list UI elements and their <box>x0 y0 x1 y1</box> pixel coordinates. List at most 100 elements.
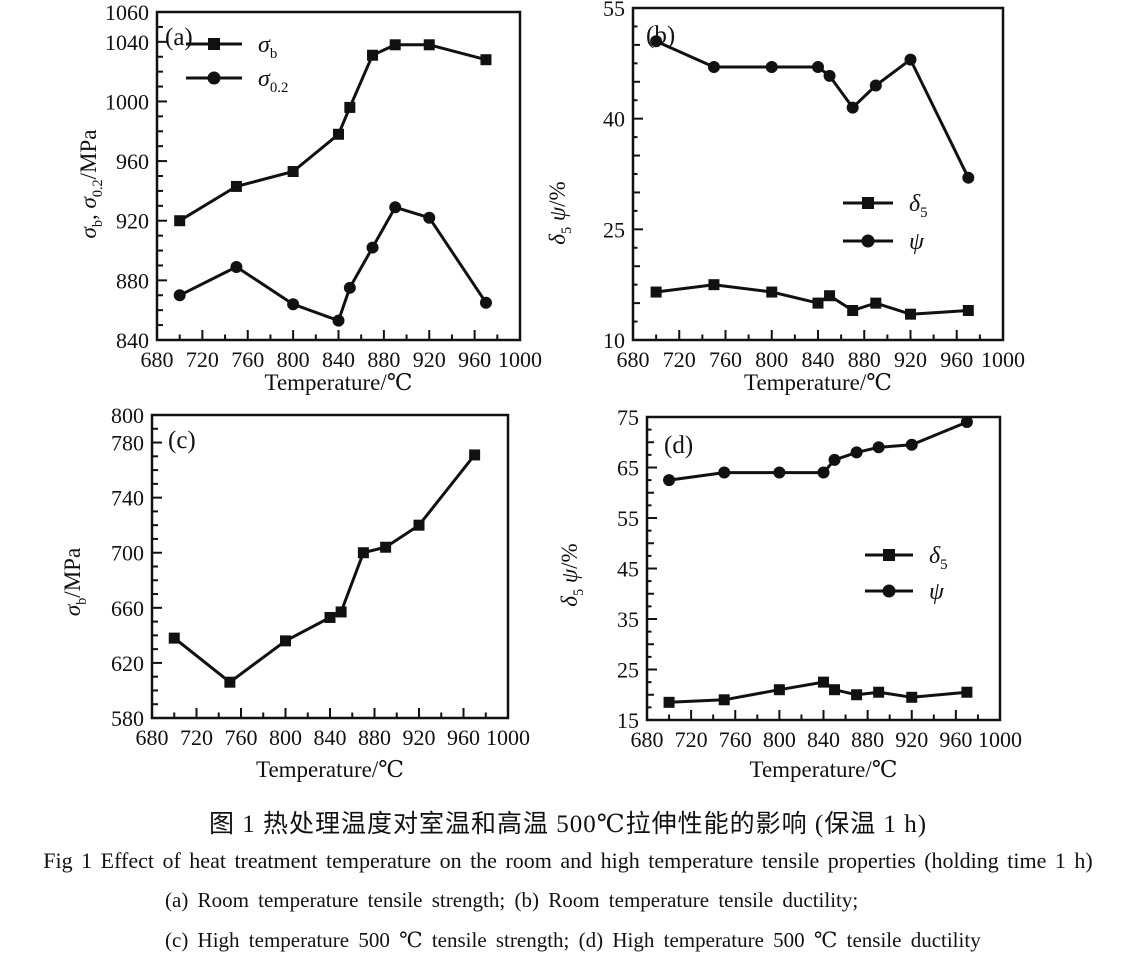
svg-text:720: 720 <box>663 347 696 372</box>
caption-subpanels-ab: (a) Room temperature tensile strength; (… <box>165 888 859 912</box>
legend-label-b-1: ψ <box>909 229 925 255</box>
panel-label-c: (c) <box>168 427 196 454</box>
legend-label-a-1: σ0.2 <box>258 66 288 96</box>
svg-text:720: 720 <box>675 727 708 752</box>
svg-text:680: 680 <box>141 347 174 372</box>
svg-text:55: 55 <box>617 506 639 531</box>
svg-text:760: 760 <box>225 725 258 750</box>
svg-text:760: 760 <box>709 347 742 372</box>
x-axis-title-d: Temperature/℃ <box>750 757 898 782</box>
series-b-0 <box>650 279 974 320</box>
panel-label-d: (d) <box>664 432 693 459</box>
chart-panel-d: 680 720 760 800 840 880 920 960 1000 15 25 35 45 55 65… <box>557 405 1022 782</box>
svg-text:840: 840 <box>116 328 149 353</box>
svg-text:720: 720 <box>180 725 213 750</box>
svg-text:75: 75 <box>617 405 639 430</box>
series-d-0 <box>663 676 973 708</box>
y-axis-title-b: δ5 ψ/% <box>545 181 575 244</box>
x-axis-title-a: Temperature/℃ <box>265 370 413 395</box>
svg-text:1000: 1000 <box>981 347 1025 372</box>
svg-text:700: 700 <box>111 541 144 566</box>
svg-text:880: 880 <box>851 727 884 752</box>
svg-text:15: 15 <box>617 708 639 733</box>
tick-labels-b: 680 720 760 800 840 880 920 960 1000 10 25 40 55 <box>603 0 1025 372</box>
svg-text:10: 10 <box>603 328 625 353</box>
svg-text:920: 920 <box>894 347 927 372</box>
caption-chinese: 图 1 热处理温度对室温和高温 500℃拉伸性能的影响 (保温 1 h) <box>208 811 928 838</box>
svg-text:880: 880 <box>116 268 149 293</box>
svg-text:880: 880 <box>358 725 391 750</box>
tick-labels-d: 680 720 760 800 840 880 920 960 1000 15 25 35 45 55 65… <box>617 405 1022 752</box>
svg-text:1000: 1000 <box>498 347 542 372</box>
svg-text:840: 840 <box>322 347 355 372</box>
series-d-1 <box>663 416 973 487</box>
svg-text:40: 40 <box>603 107 625 132</box>
svg-text:840: 840 <box>807 727 840 752</box>
svg-text:580: 580 <box>111 706 144 731</box>
tick-labels-c: 680 720 760 800 840 880 920 960 1000 580 620 660 700… <box>111 403 530 750</box>
legend-label-d-1: ψ <box>929 579 945 605</box>
svg-text:760: 760 <box>719 727 752 752</box>
svg-text:960: 960 <box>447 725 480 750</box>
svg-text:660: 660 <box>111 596 144 621</box>
x-axis-title-b: Temperature/℃ <box>744 370 892 395</box>
svg-text:760: 760 <box>231 347 264 372</box>
svg-text:45: 45 <box>617 557 639 582</box>
svg-text:920: 920 <box>895 727 928 752</box>
svg-text:920: 920 <box>413 347 446 372</box>
svg-text:1060: 1060 <box>105 0 149 25</box>
y-axis-title-a: σb, σ0.2/MPa <box>76 130 106 239</box>
ticks-d <box>646 416 1001 721</box>
axes-b <box>631 6 1005 342</box>
svg-text:800: 800 <box>269 725 302 750</box>
ticks-c <box>151 414 509 719</box>
svg-text:960: 960 <box>458 347 491 372</box>
caption-english: Fig 1 Effect of heat treatment temperatu… <box>43 848 1093 873</box>
svg-text:800: 800 <box>755 347 788 372</box>
svg-text:680: 680 <box>631 727 664 752</box>
svg-text:1000: 1000 <box>486 725 530 750</box>
svg-text:1000: 1000 <box>978 727 1022 752</box>
svg-text:780: 780 <box>111 431 144 456</box>
x-axis-title-c: Temperature/℃ <box>256 757 404 782</box>
svg-text:55: 55 <box>603 0 625 21</box>
caption-subpanels-cd: (c) High temperature 500 ℃ tensile stren… <box>165 928 981 952</box>
legend-a: σb σ0.2 <box>186 32 288 96</box>
svg-text:800: 800 <box>763 727 796 752</box>
legend-d: δ5 ψ <box>865 543 948 605</box>
svg-text:740: 740 <box>111 486 144 511</box>
svg-text:1040: 1040 <box>105 30 149 55</box>
ticks-b <box>632 7 1004 341</box>
svg-text:840: 840 <box>802 347 835 372</box>
svg-text:840: 840 <box>314 725 347 750</box>
chart-panel-a: 680 720 760 800 840 880 920 960 1000 840 880 920 960… <box>76 0 542 395</box>
axes-c <box>150 413 510 720</box>
panel-label-a: (a) <box>165 24 193 51</box>
legend-b: δ5 ψ <box>843 191 928 255</box>
ticks-a <box>156 11 521 341</box>
svg-text:720: 720 <box>186 347 219 372</box>
svg-text:800: 800 <box>111 403 144 428</box>
svg-text:960: 960 <box>116 149 149 174</box>
svg-text:880: 880 <box>367 347 400 372</box>
series-a-1 <box>173 201 492 327</box>
svg-text:920: 920 <box>403 725 436 750</box>
svg-text:800: 800 <box>277 347 310 372</box>
svg-text:35: 35 <box>617 607 639 632</box>
svg-text:680: 680 <box>136 725 169 750</box>
svg-text:880: 880 <box>848 347 881 372</box>
legend-label-d-0: δ5 <box>929 543 948 573</box>
svg-text:680: 680 <box>617 347 650 372</box>
svg-text:960: 960 <box>940 347 973 372</box>
svg-text:920: 920 <box>116 209 149 234</box>
chart-panel-b: 680 720 760 800 840 880 920 960 1000 10 25 40 55 Temp… <box>545 0 1025 395</box>
svg-text:65: 65 <box>617 456 639 481</box>
axes-a <box>155 10 522 342</box>
svg-text:1000: 1000 <box>105 89 149 114</box>
y-axis-title-d: δ5 ψ/% <box>557 543 587 606</box>
legend-label-a-0: σb <box>258 32 277 62</box>
legend-label-b-0: δ5 <box>909 191 928 221</box>
tick-labels-a: 680 720 760 800 840 880 920 960 1000 840 880 920 960… <box>105 0 542 372</box>
y-axis-title-c: σb/MPa <box>60 548 90 616</box>
